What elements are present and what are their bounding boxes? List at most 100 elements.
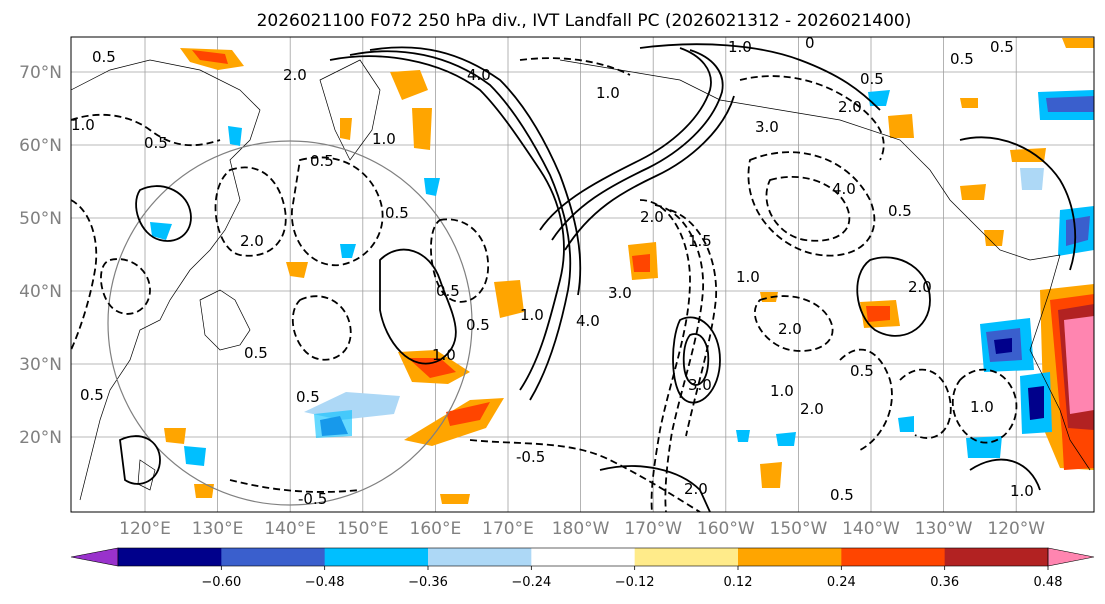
contour-solid bbox=[135, 185, 192, 242]
shade-orange bbox=[412, 108, 432, 150]
colorbar-tick-label: 0.48 bbox=[1034, 575, 1063, 590]
colorbar-segment bbox=[738, 548, 842, 566]
shade-sky-blue bbox=[340, 244, 356, 258]
contour-dashed bbox=[639, 199, 691, 512]
contour-solid bbox=[551, 49, 724, 241]
shade-navy bbox=[994, 338, 1012, 354]
contour-dashed bbox=[291, 156, 384, 266]
colorbar-tick-label: −0.48 bbox=[305, 575, 345, 590]
contour-dashed bbox=[765, 176, 851, 242]
colorbar-segment bbox=[634, 548, 739, 566]
contour-dashed bbox=[71, 199, 98, 351]
shade-orange bbox=[340, 118, 352, 140]
contour-label: 1.0 bbox=[372, 130, 396, 148]
contour-solid bbox=[682, 333, 710, 386]
contour-label: 3.0 bbox=[688, 376, 712, 394]
lon-tick-label: 150°E bbox=[337, 519, 389, 539]
colorbar-extend-low bbox=[70, 547, 119, 567]
colorbar-segment bbox=[324, 548, 429, 566]
contour-solid bbox=[349, 50, 572, 401]
contour-label: 4.0 bbox=[832, 180, 856, 198]
contour-label: 2.0 bbox=[908, 278, 932, 296]
shade-orange bbox=[984, 230, 1004, 246]
contour-label: 3.0 bbox=[608, 284, 632, 302]
contour-label: 0.5 bbox=[385, 204, 409, 222]
contour-dashed bbox=[739, 75, 885, 161]
shade-orange bbox=[960, 98, 978, 108]
shade-blue bbox=[1046, 96, 1094, 112]
shade-red bbox=[1062, 430, 1094, 470]
colorbar-segment bbox=[221, 548, 326, 566]
shade-pink bbox=[1064, 316, 1094, 414]
contour-label: 1.0 bbox=[970, 398, 994, 416]
shade-sky-blue bbox=[776, 432, 796, 446]
shade-blue bbox=[1066, 216, 1090, 246]
shade-orange bbox=[164, 428, 186, 444]
coastline-asia bbox=[71, 59, 261, 501]
contour-label: 2.0 bbox=[684, 480, 708, 498]
colorbar-frame bbox=[117, 547, 1049, 567]
contour-solid bbox=[599, 465, 711, 512]
colorbar-tick-label: 0.12 bbox=[724, 575, 753, 590]
contour-label: 2.0 bbox=[240, 232, 264, 250]
longitude-labels: 120°E 130°E 140°E 150°E 160°E 170°E 180°W 170°W… bbox=[119, 519, 1045, 539]
contour-label: 0.5 bbox=[144, 134, 168, 152]
contour-label: 0.5 bbox=[436, 282, 460, 300]
map-frame bbox=[70, 36, 1095, 513]
colorbar bbox=[70, 547, 1095, 567]
shade-orange bbox=[390, 70, 428, 100]
contour-solid bbox=[639, 43, 881, 111]
shade-orange bbox=[286, 262, 308, 278]
contour-label: 0.5 bbox=[296, 388, 320, 406]
lon-tick-label: 120°E bbox=[119, 519, 171, 539]
shade-red bbox=[192, 50, 228, 64]
lon-tick-label: 150°W bbox=[770, 519, 828, 539]
colorbar-segment bbox=[118, 548, 222, 566]
shade-navy bbox=[1028, 386, 1044, 420]
shade-orange bbox=[888, 114, 914, 138]
shade-sky-blue bbox=[228, 126, 242, 146]
lon-tick-label: 120°W bbox=[987, 519, 1045, 539]
shade-sky-blue bbox=[150, 222, 172, 240]
contour-label: 1.0 bbox=[520, 306, 544, 324]
colorbar-segment bbox=[841, 548, 946, 566]
divergence-shading bbox=[150, 38, 1094, 504]
contour-label: 4.0 bbox=[576, 312, 600, 330]
contour-solid bbox=[539, 47, 712, 231]
lon-tick-label: 140°E bbox=[264, 519, 316, 539]
coastlines bbox=[71, 59, 1091, 501]
shade-red bbox=[632, 254, 650, 272]
shade-orange bbox=[440, 494, 470, 504]
contour-label: 0.5 bbox=[850, 362, 874, 380]
shade-sky-blue bbox=[314, 410, 352, 438]
contour-dashed bbox=[899, 368, 952, 439]
contour-label: 0.5 bbox=[80, 386, 104, 404]
shade-orange bbox=[194, 484, 214, 498]
colorbar-tick-labels: −0.60 −0.48 −0.36 −0.24 −0.12 0.12 0.24 0.36 0.4… bbox=[201, 566, 1063, 590]
contour-label: 1.0 bbox=[71, 116, 95, 134]
contour-label: 1.0 bbox=[596, 84, 620, 102]
contour-solid bbox=[119, 435, 161, 485]
shade-red bbox=[866, 306, 890, 322]
colorbar-tick-label: −0.24 bbox=[511, 575, 551, 590]
contour-label: 1.5 bbox=[688, 232, 712, 250]
contour-label: 4.0 bbox=[467, 66, 491, 84]
colorbar-tick-label: −0.36 bbox=[408, 575, 448, 590]
contour-solid bbox=[856, 256, 931, 337]
shade-sky-blue bbox=[868, 90, 890, 106]
contour-solid bbox=[969, 458, 1041, 491]
contour-label: 0.5 bbox=[244, 344, 268, 362]
lon-tick-label: 180°W bbox=[552, 519, 610, 539]
colorbar-tick-label: −0.60 bbox=[201, 575, 241, 590]
lat-tick-label: 70°N bbox=[19, 63, 62, 83]
contour-label: 0.5 bbox=[466, 316, 490, 334]
contour-dashed bbox=[519, 57, 631, 76]
coastline-japan bbox=[199, 289, 251, 351]
contour-label: -0.5 bbox=[298, 490, 327, 508]
contour-label: 2.0 bbox=[640, 208, 664, 226]
contour-label: 1.0 bbox=[736, 268, 760, 286]
lon-tick-label: 160°E bbox=[410, 519, 462, 539]
shade-sky-blue bbox=[184, 446, 206, 466]
reference-circle bbox=[107, 140, 473, 506]
colorbar-tick-label: −0.12 bbox=[615, 575, 655, 590]
